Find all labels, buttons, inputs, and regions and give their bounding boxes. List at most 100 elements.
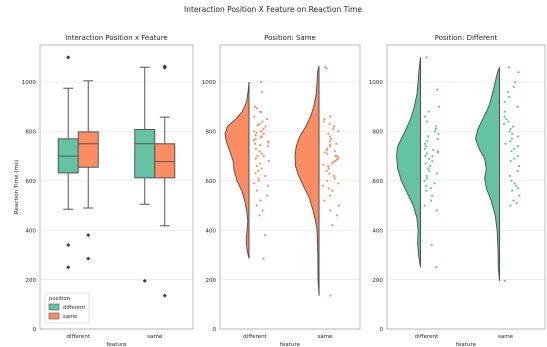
data-point xyxy=(255,106,259,110)
y-tick-label: 0 xyxy=(32,327,36,333)
data-point xyxy=(253,142,257,145)
outlier-point xyxy=(162,64,167,69)
y-tick-label: 200 xyxy=(372,278,383,284)
data-point xyxy=(509,140,512,143)
data-point xyxy=(261,209,264,212)
data-point xyxy=(424,162,427,165)
data-point xyxy=(503,110,506,113)
data-point xyxy=(437,105,440,108)
data-point xyxy=(254,147,258,150)
x-tick-label: same xyxy=(317,334,333,340)
violin-half xyxy=(475,67,500,281)
data-point xyxy=(259,199,262,202)
data-point xyxy=(331,189,334,192)
data-point xyxy=(333,159,337,163)
data-point xyxy=(253,115,256,118)
data-point xyxy=(264,125,267,128)
outlier-point xyxy=(66,243,71,248)
data-point xyxy=(262,127,265,131)
data-point xyxy=(332,174,336,177)
panel-2: 0 200 400 600 800 1000 Position: Same different… xyxy=(202,34,361,347)
data-point xyxy=(511,189,514,192)
box-different-same xyxy=(134,66,156,283)
box-iqr xyxy=(154,143,176,179)
data-point xyxy=(517,187,520,190)
box-iqr xyxy=(134,128,156,179)
data-point xyxy=(503,279,506,282)
raincloud-different xyxy=(224,80,270,260)
data-point xyxy=(267,141,270,144)
data-point xyxy=(507,120,510,123)
data-point xyxy=(436,151,440,154)
data-point xyxy=(260,152,263,155)
data-point xyxy=(257,169,260,173)
data-point xyxy=(328,145,332,148)
data-point xyxy=(331,224,334,227)
data-point xyxy=(512,85,515,89)
data-point xyxy=(425,56,428,59)
data-point xyxy=(262,257,265,260)
data-point xyxy=(261,120,264,123)
data-point xyxy=(255,204,258,207)
data-point xyxy=(337,204,340,207)
panel-title: Position: Different xyxy=(435,34,498,42)
data-point xyxy=(329,294,332,297)
data-point xyxy=(436,172,439,175)
y-tick-label: 400 xyxy=(372,228,383,234)
data-point xyxy=(259,80,262,84)
legend-swatch xyxy=(48,312,60,320)
data-point xyxy=(259,130,263,133)
y-tick-label: 600 xyxy=(205,179,216,185)
data-point xyxy=(517,164,521,168)
data-point xyxy=(424,184,427,187)
x-axis-label: feature xyxy=(456,342,477,347)
axes-frame xyxy=(386,44,546,330)
data-point xyxy=(512,125,515,128)
data-point xyxy=(264,234,267,237)
data-point xyxy=(326,179,329,182)
data-point xyxy=(335,142,338,145)
outlier-point xyxy=(66,55,71,60)
data-point xyxy=(330,162,333,165)
data-point xyxy=(260,90,264,94)
data-point xyxy=(258,122,261,126)
data-point xyxy=(508,95,511,98)
data-point xyxy=(430,243,433,247)
x-tick-label: same xyxy=(498,334,514,340)
data-point xyxy=(424,155,427,158)
data-point xyxy=(427,157,431,160)
data-point xyxy=(258,150,261,153)
data-point xyxy=(513,182,516,185)
data-point xyxy=(426,140,429,143)
data-point xyxy=(257,179,260,182)
data-point xyxy=(428,169,431,173)
y-tick-label: 400 xyxy=(205,228,216,234)
box-different-different xyxy=(57,55,79,270)
data-point xyxy=(265,117,269,121)
box-same-different xyxy=(77,80,99,261)
y-tick-label: 0 xyxy=(379,327,383,333)
data-point xyxy=(326,152,329,155)
box-same-same xyxy=(154,64,176,298)
panel-3: 0 200 400 600 800 1000 Position: Different diff… xyxy=(369,34,546,347)
data-point xyxy=(322,163,325,166)
x-tick-label: different xyxy=(243,334,268,340)
data-point xyxy=(323,199,326,202)
data-point xyxy=(423,115,426,118)
data-point xyxy=(427,167,430,170)
data-point xyxy=(513,157,516,160)
data-point xyxy=(518,194,521,197)
data-point xyxy=(254,157,257,160)
data-point xyxy=(425,152,428,155)
data-point xyxy=(335,155,338,158)
data-point xyxy=(512,199,515,202)
data-point xyxy=(435,266,438,269)
violin-half xyxy=(224,81,250,259)
data-point xyxy=(517,71,520,74)
data-point xyxy=(516,155,520,158)
data-point xyxy=(437,132,440,136)
x-tick-label: same xyxy=(147,334,163,340)
figure-suptitle: Interaction Position X Feature on Reacti… xyxy=(184,5,362,14)
panel-title: Interaction Position x Feature xyxy=(65,34,168,42)
